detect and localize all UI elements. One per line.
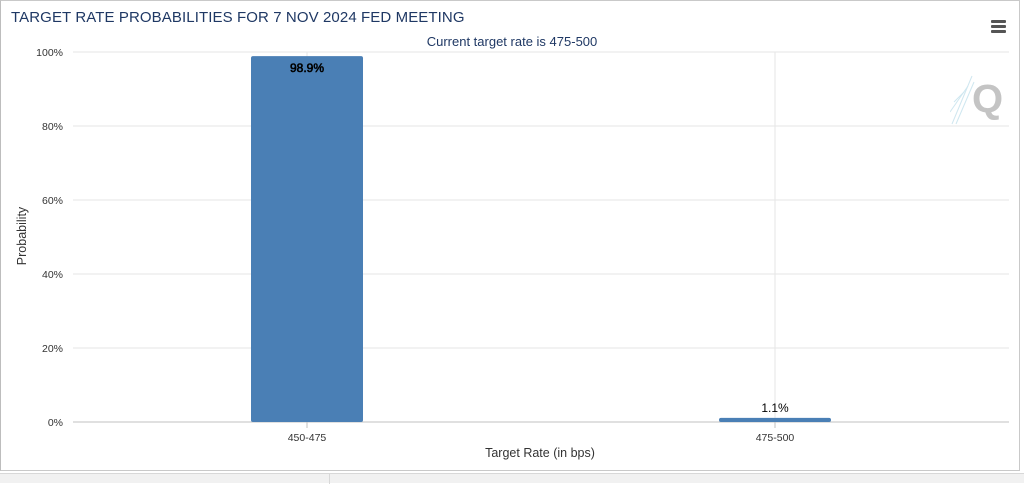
x-tick-label: 475-500 bbox=[756, 432, 795, 444]
x-tick-label: 450-475 bbox=[288, 432, 327, 444]
y-tick-label: 60% bbox=[42, 195, 63, 207]
chart-frame bbox=[0, 0, 1020, 471]
chart-subtitle: Current target rate is 475-500 bbox=[426, 34, 598, 49]
labels: 0% 20% 40% 60% 80% 100% 98.9% 450-475 1.1% 475-50… bbox=[36, 47, 794, 444]
y-axis-title: Probability bbox=[15, 206, 29, 265]
quikstrike-q-logo: Q bbox=[950, 75, 1003, 125]
hamburger-menu-icon[interactable] bbox=[989, 18, 1009, 36]
chart-title: TARGET RATE PROBABILITIES FOR 7 NOV 2024… bbox=[11, 9, 465, 26]
data-label: 98.9% bbox=[290, 61, 324, 75]
gridlines bbox=[73, 51, 1009, 428]
y-tick-label: 80% bbox=[42, 121, 63, 133]
y-tick-label: 40% bbox=[42, 269, 63, 281]
bars bbox=[251, 56, 831, 422]
y-tick-label: 100% bbox=[36, 47, 63, 59]
x-axis-title: Target Rate (in bps) bbox=[485, 446, 595, 460]
svg-text:Q: Q bbox=[972, 77, 1003, 121]
data-label: 1.1% bbox=[761, 401, 789, 415]
y-tick-label: 20% bbox=[42, 343, 63, 355]
bar-475-500[interactable] bbox=[719, 417, 831, 422]
y-tick-label: 0% bbox=[48, 417, 63, 429]
bottom-strip bbox=[0, 473, 1024, 484]
bar-450-475[interactable] bbox=[251, 56, 363, 422]
